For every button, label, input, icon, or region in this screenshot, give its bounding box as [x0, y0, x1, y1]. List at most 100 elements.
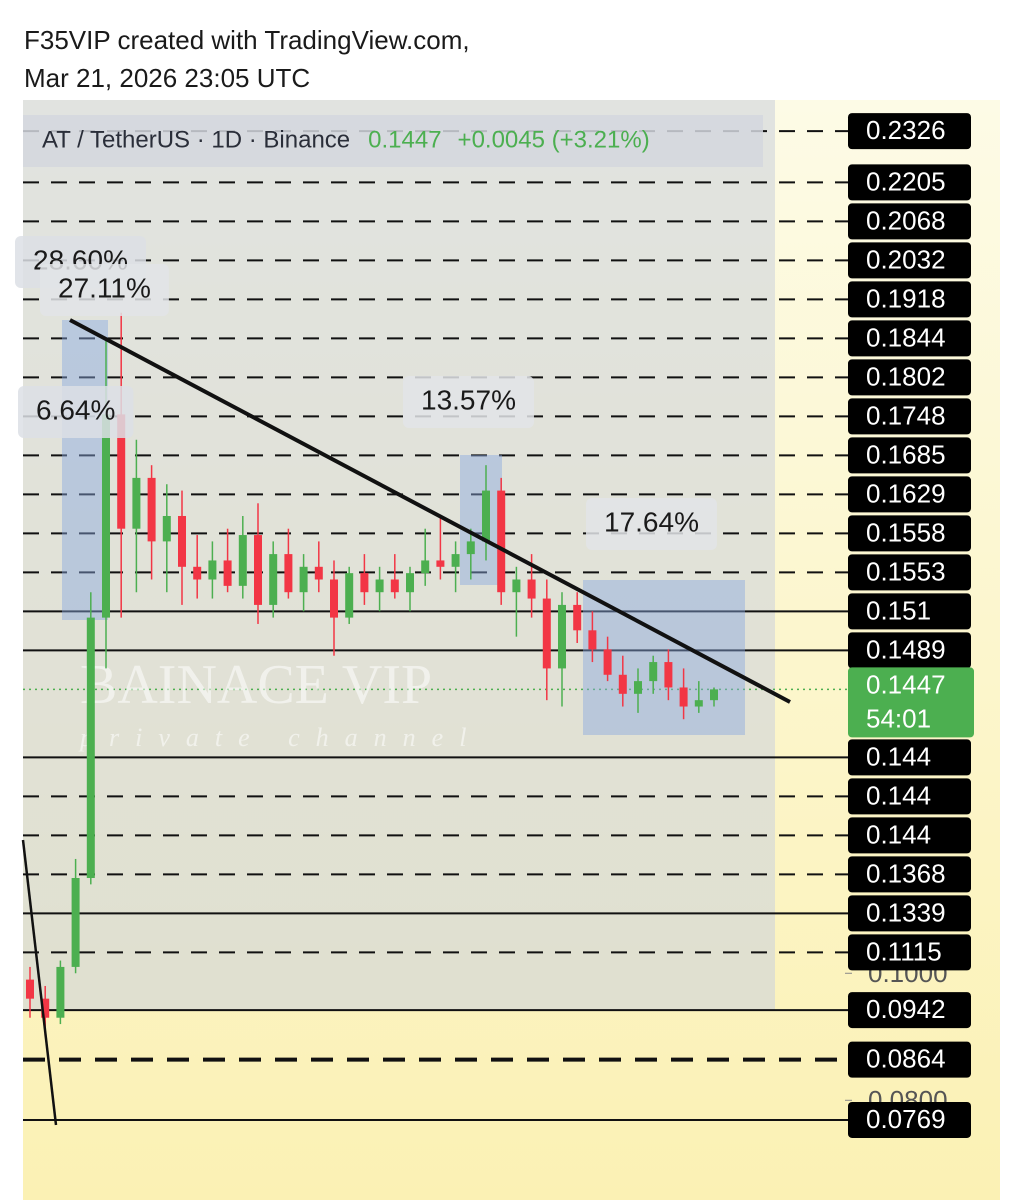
price-label-box: [848, 242, 971, 279]
candle-body: [603, 649, 612, 675]
price-label-box: [848, 739, 971, 776]
candle-body: [679, 687, 688, 707]
price-label-box: [848, 320, 971, 357]
candle-body: [436, 560, 445, 567]
price-label-box: [848, 817, 971, 854]
price-label-box: [848, 515, 971, 552]
candle-body: [512, 579, 521, 593]
candle-body: [406, 573, 414, 593]
candle-body: [573, 604, 582, 631]
price-label: 0.1802: [866, 361, 946, 391]
price-label: 0.144: [866, 780, 931, 810]
price-label: 0.144: [866, 741, 931, 771]
price-label: 0.1629: [866, 478, 946, 508]
candle-body: [223, 560, 232, 586]
last-price-box: [848, 667, 974, 738]
candle-body: [56, 966, 65, 1018]
candle-body: [649, 662, 658, 682]
measure-box: [460, 455, 502, 585]
candle-body: [482, 490, 490, 542]
price-label-box: [848, 476, 971, 513]
last-price: 0.1447: [368, 126, 441, 153]
price-label: 0.2032: [866, 244, 946, 274]
measure-box: [62, 320, 108, 620]
header-line: Mar 21, 2026 23:05 UTC: [24, 63, 310, 93]
price-label: 0.151: [866, 595, 931, 625]
candle-body: [208, 560, 217, 580]
watermark-sub: private channel: [78, 723, 482, 752]
candle-body: [117, 414, 126, 529]
trend-line: [69, 318, 791, 704]
candle-body: [634, 681, 642, 694]
price-label-box: [848, 778, 971, 815]
price-label: 0.1844: [866, 322, 946, 352]
price-axis: 0.10000.08000.23260.22050.20680.20320.19…: [845, 113, 974, 1138]
price-label: 0.2326: [866, 115, 946, 145]
price-label-box: [848, 554, 971, 591]
candle-body: [542, 598, 551, 669]
candle-body: [466, 541, 475, 555]
price-label-box: [848, 934, 971, 971]
price-label: 0.1553: [866, 556, 946, 586]
candle-body: [178, 515, 186, 567]
candle-body: [299, 566, 308, 593]
price-change: +0.0045 (+3.21%): [458, 126, 650, 153]
price-label: 0.1918: [866, 283, 946, 313]
price-label-box: [848, 398, 971, 435]
symbol: AT / TetherUS · 1D · Binance: [42, 126, 350, 153]
price-label-box: [848, 1041, 971, 1078]
price-label-box: [848, 437, 971, 474]
percent-label: 17.64%: [604, 506, 699, 537]
watermark: BAINACE VIP: [80, 654, 432, 716]
price-label: 0.1558: [866, 517, 946, 547]
candle-body: [664, 662, 673, 688]
price-label-box: [848, 895, 971, 932]
candle-body: [390, 579, 399, 593]
percent-label-box: [18, 386, 134, 438]
percent-label-box: [403, 376, 534, 428]
candle-body: [588, 630, 597, 650]
price-label: 0.0864: [866, 1044, 946, 1074]
price-label-box: [848, 593, 971, 630]
candle-body: [86, 617, 95, 879]
candle-body: [238, 535, 247, 586]
price-label: 0.0942: [866, 994, 946, 1024]
candle-body: [26, 979, 34, 999]
price-label-box: [848, 281, 971, 318]
price-label: 0.1489: [866, 634, 946, 664]
price-label-box: [848, 632, 971, 669]
header-line: F35VIP created with TradingView.com,: [24, 25, 470, 55]
price-label-box: [848, 203, 971, 240]
price-label: 0.2068: [866, 205, 946, 235]
shade-zone: [23, 100, 775, 1010]
price-label: 0.144: [866, 819, 931, 849]
candle-body: [558, 604, 566, 669]
candle-body: [375, 579, 384, 593]
candle-body: [497, 490, 506, 593]
price-label-box: [848, 359, 971, 396]
percent-label: 13.57%: [421, 384, 516, 415]
header-bg: [0, 0, 1023, 100]
candle-body: [330, 579, 338, 618]
trend-line: [21, 839, 58, 1126]
price-label: 0.0769: [866, 1104, 946, 1134]
percent-label: 27.11%: [58, 272, 151, 303]
price-label: 0.2205: [866, 166, 946, 196]
candle-body: [132, 477, 141, 529]
candle-body: [360, 573, 369, 593]
candle-body: [421, 560, 430, 574]
last-price-label: 0.1447: [866, 669, 946, 699]
price-label: 0.1368: [866, 858, 946, 888]
candle-body: [451, 554, 460, 567]
percent-label: 6.64%: [36, 394, 115, 425]
candle-body: [345, 573, 354, 618]
price-label-box: [848, 164, 971, 201]
candle-body: [147, 477, 156, 542]
candle-body: [269, 554, 278, 605]
candle-body: [162, 515, 171, 542]
candle-body: [284, 554, 293, 593]
candle-body: [314, 566, 323, 580]
annotations: 28.60%27.11%6.64% 13.57%17.64%: [15, 236, 717, 550]
price-label-box: [848, 856, 971, 893]
